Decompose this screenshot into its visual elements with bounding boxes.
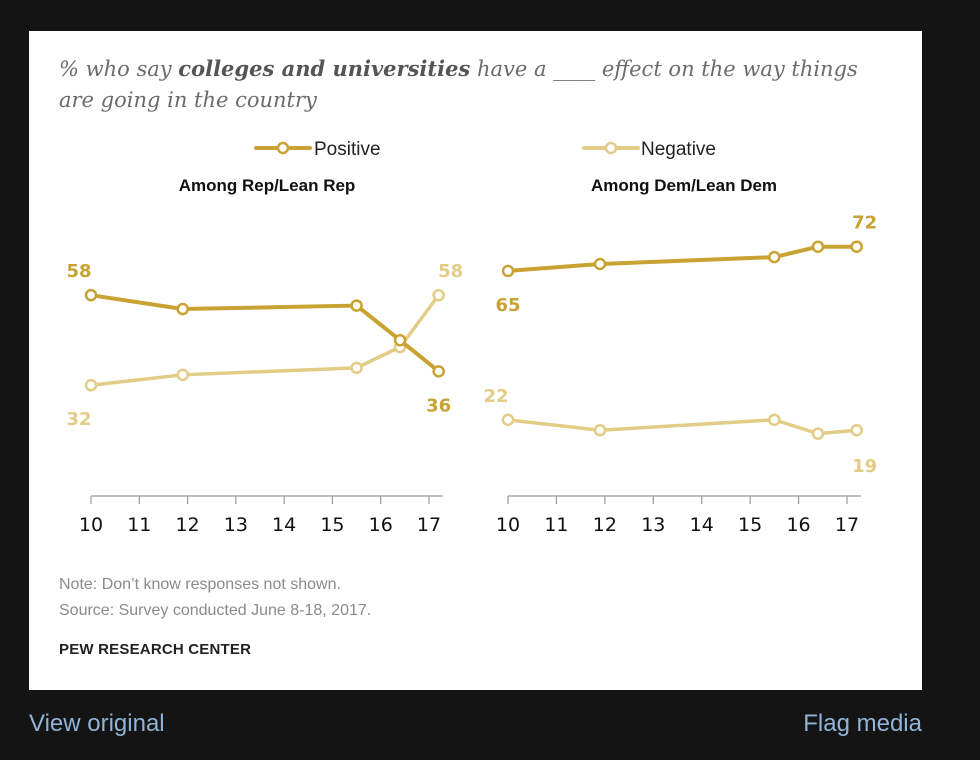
data-point-negative xyxy=(593,423,607,437)
legend-negative-marker xyxy=(604,141,618,155)
title-prefix: % who say xyxy=(59,57,179,81)
title-suffix: have a ____ effect on the way things are… xyxy=(59,57,858,112)
x-tick-label: 12 xyxy=(593,514,617,536)
data-point-positive xyxy=(350,299,363,312)
x-tick-label: 13 xyxy=(641,514,665,536)
x-tick-label: 14 xyxy=(690,514,714,536)
data-label-positive: 58 xyxy=(66,261,91,282)
chart-title: % who say colleges and universities have… xyxy=(59,53,899,116)
flag-media-link[interactable]: Flag media xyxy=(803,710,922,737)
data-point-negative xyxy=(350,361,363,375)
data-point-positive xyxy=(84,288,98,302)
data-point-negative xyxy=(501,413,515,427)
line-charts: Positive Negative Among Rep/Lean Rep 10 11… xyxy=(66,139,877,536)
panel-dem: Among Dem/Lean Dem 10 11 12 13 14 15 16 17 22 19 65… xyxy=(483,176,877,536)
title-bold: colleges and universities xyxy=(178,56,471,81)
x-tick-label: 10 xyxy=(79,514,103,536)
x-tick-label: 15 xyxy=(320,514,344,536)
data-label-positive: 36 xyxy=(426,395,451,416)
x-tick-label: 16 xyxy=(369,514,393,536)
view-original-link[interactable]: View original xyxy=(29,710,165,737)
data-point-negative xyxy=(432,288,445,302)
data-point-negative xyxy=(811,427,825,440)
chart-card: % who say colleges and universities have… xyxy=(29,31,922,690)
x-tick-label: 13 xyxy=(224,514,248,536)
legend-positive-label: Positive xyxy=(314,139,381,160)
data-point-positive xyxy=(768,250,781,264)
legend-negative-label: Negative xyxy=(641,139,716,160)
data-label-positive: 72 xyxy=(852,213,877,234)
x-tick-label: 10 xyxy=(496,514,520,536)
data-point-negative xyxy=(84,378,98,392)
data-label-positive: 65 xyxy=(495,295,520,316)
legend: Positive Negative xyxy=(254,139,716,160)
panel-title: Among Rep/Lean Rep xyxy=(179,176,356,195)
data-point-negative xyxy=(176,368,189,382)
data-label-negative: 32 xyxy=(66,409,91,430)
data-label-negative: 19 xyxy=(852,456,877,477)
data-point-positive xyxy=(432,365,445,378)
chart-note: Note: Don’t know responses not shown. xyxy=(59,576,341,593)
x-tick-label: 14 xyxy=(272,514,296,536)
legend-positive-marker xyxy=(276,141,290,155)
chart-source: Source: Survey conducted June 8-18, 2017… xyxy=(59,602,372,619)
data-label-negative: 58 xyxy=(438,261,463,282)
panel-title: Among Dem/Lean Dem xyxy=(591,176,777,195)
data-point-positive xyxy=(393,333,407,347)
x-tick-label: 11 xyxy=(127,514,151,536)
data-point-positive xyxy=(811,240,825,253)
data-point-negative xyxy=(850,423,863,437)
x-tick-label: 11 xyxy=(544,514,568,536)
panel-rep: Among Rep/Lean Rep 10 11 12 13 14 15 16 17 32 58 58… xyxy=(66,176,463,536)
series-line-positive xyxy=(90,293,440,373)
x-tick-label: 17 xyxy=(417,514,441,536)
data-label-negative: 22 xyxy=(483,386,508,407)
data-point-positive xyxy=(850,240,863,253)
x-tick-label: 16 xyxy=(786,514,810,536)
x-tick-label: 15 xyxy=(738,514,762,536)
series-line-positive xyxy=(507,244,857,273)
data-point-positive xyxy=(593,257,607,271)
x-tick-label: 17 xyxy=(835,514,859,536)
series-line-negative xyxy=(507,418,857,436)
x-tick-label: 12 xyxy=(175,514,199,536)
data-point-negative xyxy=(768,413,781,427)
brand-label: PEW RESEARCH CENTER xyxy=(59,641,252,658)
data-point-positive xyxy=(501,264,515,278)
data-point-positive xyxy=(176,302,189,316)
